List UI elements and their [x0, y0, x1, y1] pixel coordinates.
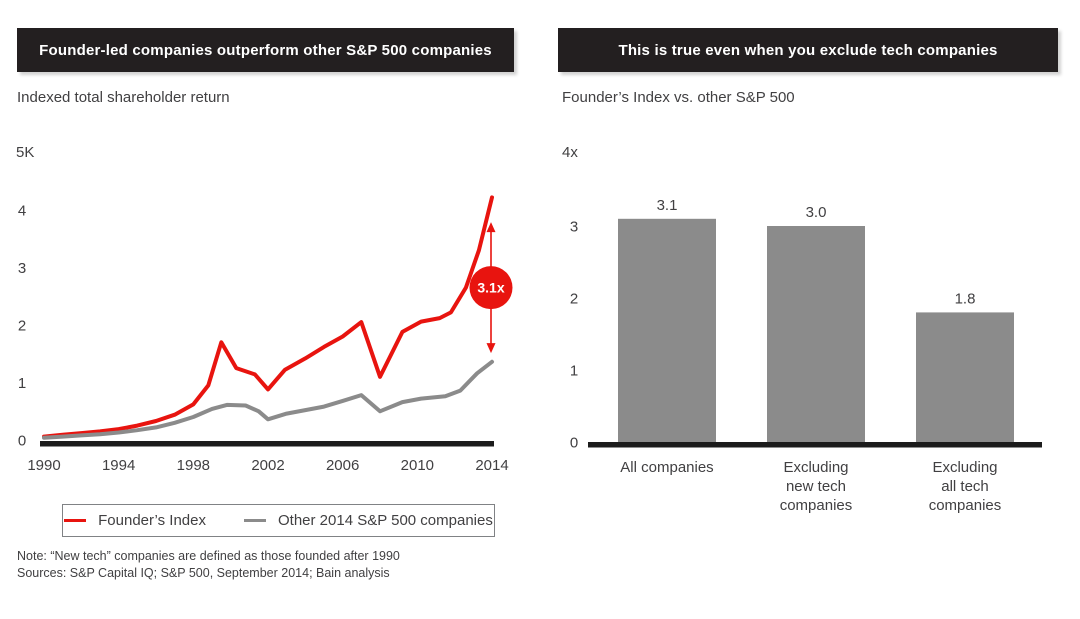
founders-index-line — [42, 195, 494, 439]
bar-2 — [916, 312, 1014, 442]
other-sp500-line — [42, 359, 494, 440]
y-tick-label: 3 — [570, 219, 578, 236]
y-tick-label: 1 — [570, 363, 578, 380]
bar-category-label: companies — [929, 497, 1002, 514]
arrow-head-down — [486, 343, 496, 354]
line-chart-legend: Founder’s Index Other 2014 S&P 500 compa… — [62, 504, 495, 537]
right-chart-title-bar: This is true even when you exclude tech … — [558, 28, 1058, 72]
y-tick-label: 4 — [18, 203, 26, 220]
multiplier-badge — [469, 266, 513, 310]
bar-value-label: 3.1 — [657, 197, 678, 214]
x-axis-line — [588, 442, 1042, 448]
bar-category-label: All companies — [620, 459, 713, 476]
x-axis-line — [40, 441, 494, 447]
x-tick-label: 2014 — [475, 457, 508, 474]
left-chart-title: Founder-led companies outperform other S… — [39, 41, 492, 59]
left-chart-title-bar: Founder-led companies outperform other S… — [17, 28, 514, 72]
bar-category-label: Excluding — [783, 459, 848, 476]
y-tick-label: 3 — [18, 260, 26, 277]
right-chart-subtitle: Founder’s Index vs. other S&P 500 — [562, 89, 795, 106]
y-tick-label: 1 — [18, 375, 26, 392]
other-sp500-legend-label: Other 2014 S&P 500 companies — [277, 512, 493, 529]
bar-category-label: companies — [780, 497, 853, 514]
y-tick-label: 0 — [570, 435, 578, 452]
line-chart: 0 1 2 3 4 1990 1994 1998 2002 2006 2010 2014 3.1x — [18, 195, 513, 474]
multiplier-label: 3.1x — [477, 280, 504, 296]
y-tick-label: 2 — [18, 318, 26, 335]
right-y-axis-top-label: 4x — [562, 144, 578, 161]
x-tick-label: 1990 — [27, 457, 60, 474]
note-line: Note: “New tech” companies are defined a… — [17, 549, 400, 563]
x-tick-label: 2006 — [326, 457, 359, 474]
bar-category-label: new tech — [786, 478, 846, 495]
founders-index-legend-swatch — [64, 519, 87, 522]
sources-line: Sources: S&P Capital IQ; S&P 500, Septem… — [17, 566, 390, 580]
right-chart-title: This is true even when you exclude tech … — [618, 41, 998, 59]
bar-category-label: all tech — [941, 478, 989, 495]
bar-category-label: Excluding — [932, 459, 997, 476]
bar-0 — [618, 218, 716, 442]
bar-1 — [767, 226, 865, 442]
arrow-head-up — [486, 222, 496, 233]
legend-item-founders-index: Founder’s Index — [64, 512, 206, 529]
bar-value-label: 3.0 — [806, 204, 827, 221]
x-tick-label: 2002 — [251, 457, 284, 474]
y-tick-label: 0 — [18, 433, 26, 450]
bar-chart: 0 1 2 3 3.1 All companies 3.0 Excluding new tech… — [570, 197, 1042, 514]
x-tick-label: 1994 — [102, 457, 135, 474]
legend-item-other-sp500: Other 2014 S&P 500 companies — [243, 512, 493, 529]
y-tick-label: 2 — [570, 291, 578, 308]
founders-index-legend-label: Founder’s Index — [98, 512, 206, 529]
x-tick-label: 2010 — [401, 457, 434, 474]
other-sp500-legend-swatch — [243, 519, 266, 522]
bar-value-label: 1.8 — [955, 290, 976, 307]
left-y-axis-top-label: 5K — [16, 144, 35, 161]
x-tick-label: 1998 — [177, 457, 210, 474]
left-chart-subtitle: Indexed total shareholder return — [17, 89, 230, 106]
